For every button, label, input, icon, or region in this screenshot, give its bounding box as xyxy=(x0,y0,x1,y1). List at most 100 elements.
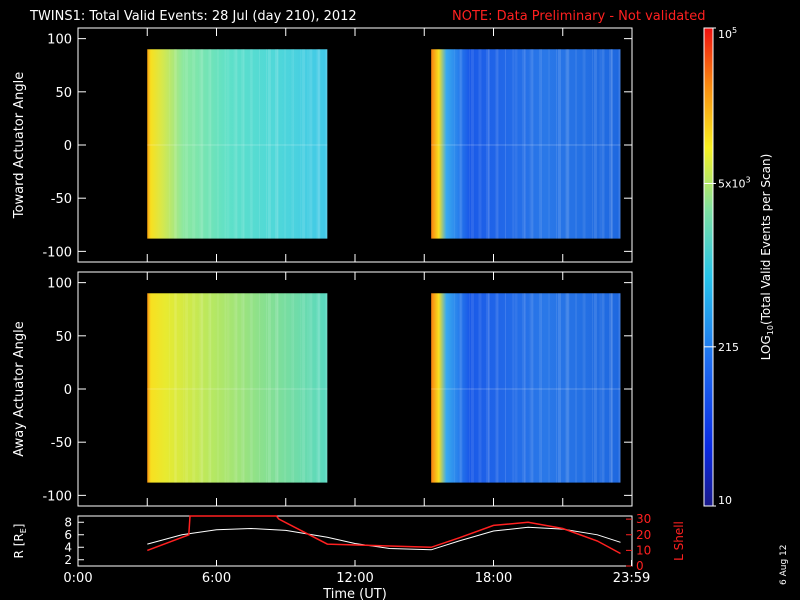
toward-streak xyxy=(284,49,287,239)
orbit-ytick-left-label: 6 xyxy=(64,528,72,542)
away-data-block xyxy=(431,293,621,483)
away-streak xyxy=(183,293,185,483)
orbit-ytick-right-label: 30 xyxy=(636,512,651,526)
away-streak xyxy=(258,293,260,483)
toward-streak xyxy=(459,49,462,239)
toward-streak xyxy=(224,49,226,239)
toward-streak xyxy=(174,49,177,239)
away-streak xyxy=(226,293,230,483)
away-zero-seam xyxy=(147,388,328,390)
toward-streak xyxy=(266,49,268,239)
toward-streak xyxy=(233,49,237,239)
away-streak xyxy=(293,293,295,483)
away-streak xyxy=(185,293,189,483)
toward-streak xyxy=(592,49,594,239)
away-streak xyxy=(593,293,597,483)
toward-streak xyxy=(226,49,230,239)
away-streak xyxy=(300,293,302,483)
away-streak xyxy=(242,293,245,483)
away-streak xyxy=(459,293,462,483)
away-streak xyxy=(267,293,271,483)
toward-streak xyxy=(461,49,463,239)
away-streak xyxy=(461,293,463,483)
away-streak xyxy=(210,293,212,483)
colorbar-tick-label: 215 xyxy=(718,341,739,354)
away-streak xyxy=(192,293,196,483)
away-streak xyxy=(240,293,244,483)
toward-streak xyxy=(557,49,561,239)
away-streak xyxy=(618,293,621,483)
toward-streak xyxy=(258,49,260,239)
toward-streak xyxy=(183,49,185,239)
toward-streak xyxy=(565,49,569,239)
toward-streak xyxy=(217,49,219,239)
away-streak xyxy=(478,293,482,483)
series-line-r xyxy=(147,526,621,551)
toward-streak xyxy=(208,49,211,239)
away-streak xyxy=(584,293,586,483)
colorbar-scale xyxy=(703,27,714,507)
xtick-label: 12:00 xyxy=(336,571,373,586)
away-streak xyxy=(251,293,253,483)
toward-streak xyxy=(291,49,294,239)
away-streak xyxy=(199,293,203,483)
toward-streak xyxy=(601,49,605,239)
toward-ytick-label: -100 xyxy=(42,245,72,260)
away-streak xyxy=(575,293,578,483)
toward-streak xyxy=(176,49,178,239)
away-streak xyxy=(557,293,561,483)
colorbar-tick-label: 105 xyxy=(718,26,737,41)
away-ylabel: Away Actuator Angle xyxy=(12,321,27,456)
away-streak xyxy=(325,293,328,483)
toward-streak xyxy=(610,49,613,239)
toward-streak xyxy=(512,49,514,239)
toward-data-block xyxy=(431,49,621,239)
away-streak xyxy=(302,293,306,483)
toward-streak xyxy=(235,49,238,239)
away-data-block xyxy=(147,293,328,483)
toward-ytick-label: 50 xyxy=(55,86,72,101)
toward-streak xyxy=(251,49,253,239)
away-streak xyxy=(201,293,204,483)
toward-angle-panel: 100 50 0 -50 -100 Toward Actuator Angle xyxy=(12,27,633,263)
toward-streak xyxy=(470,49,474,239)
away-streak xyxy=(592,293,594,483)
orbit-ytick-left-label: 2 xyxy=(64,553,72,567)
away-streak xyxy=(208,293,211,483)
away-streak xyxy=(487,293,490,483)
toward-streak xyxy=(523,49,526,239)
toward-ylabel: Toward Actuator Angle xyxy=(12,72,27,219)
orbit-ytick-right-label: 20 xyxy=(636,528,651,542)
away-streak xyxy=(497,293,499,483)
xtick-label: 23:59 xyxy=(613,571,650,586)
toward-streak xyxy=(168,49,170,239)
toward-streak xyxy=(531,49,534,239)
toward-streak xyxy=(307,49,309,239)
away-streak xyxy=(217,293,219,483)
toward-streak xyxy=(469,49,471,239)
toward-streak xyxy=(302,49,306,239)
toward-ytick-label: 100 xyxy=(47,33,72,48)
away-streak xyxy=(531,293,534,483)
away-ytick-label: -100 xyxy=(42,489,72,504)
away-streak xyxy=(556,293,558,483)
toward-data-block xyxy=(147,49,328,239)
toward-streak xyxy=(309,49,313,239)
toward-streak xyxy=(486,49,490,239)
toward-streak xyxy=(192,49,196,239)
away-streak xyxy=(522,293,526,483)
away-streak xyxy=(309,293,313,483)
toward-streak xyxy=(487,49,490,239)
toward-streak xyxy=(548,49,550,239)
away-streak xyxy=(548,293,550,483)
away-streak xyxy=(316,293,320,483)
away-streak xyxy=(540,293,542,483)
toward-streak xyxy=(276,49,279,239)
toward-streak xyxy=(609,49,613,239)
toward-streak xyxy=(593,49,597,239)
colorbar-tick-label: 10 xyxy=(718,494,732,507)
xlabel: Time (UT) xyxy=(322,587,387,600)
away-streak xyxy=(224,293,226,483)
toward-streak xyxy=(514,49,518,239)
